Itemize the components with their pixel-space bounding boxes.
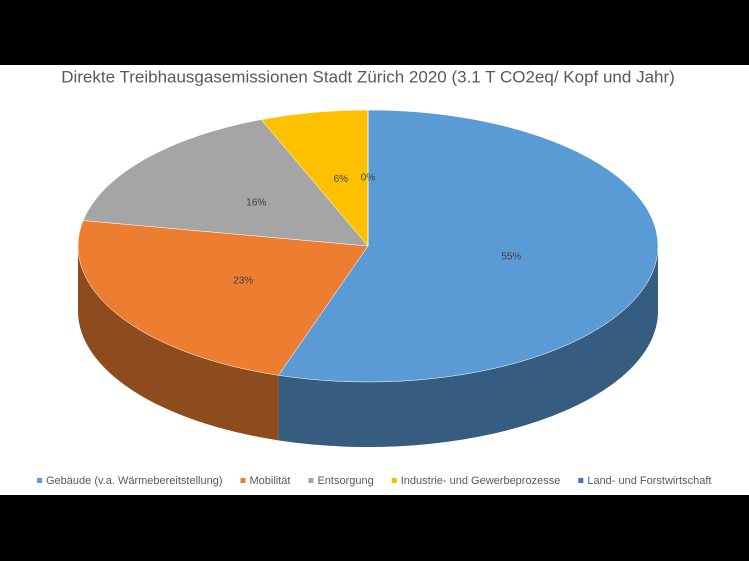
legend-label: Industrie- und Gewerbeprozesse [401,475,561,487]
slice-side-shade [78,246,279,441]
slice [82,119,369,247]
slice [277,109,659,383]
slice-side [278,246,658,447]
data-label: 6% [334,174,349,185]
legend-label: Entsorgung [317,475,373,487]
slice-side [78,246,279,441]
chart-title: Direkte Treibhausgasemissionen Stadt Zür… [61,67,675,86]
data-label: 23% [233,275,253,286]
data-label: 55% [501,251,521,262]
slice [77,220,369,376]
legend-marker [578,478,584,483]
legend-marker [240,478,246,483]
slice-side-shade [278,246,658,447]
data-label: 16% [246,197,266,208]
legend-label: Gebäude (v.a. Wärmebereitstellung) [46,475,223,487]
legend-marker [391,478,397,483]
legend-marker [308,478,314,483]
legend-label: Mobilität [250,475,291,487]
legend-marker [37,478,42,483]
data-label: 0% [361,173,376,184]
legend-label: Land- und Forstwirtschaft [587,475,711,487]
